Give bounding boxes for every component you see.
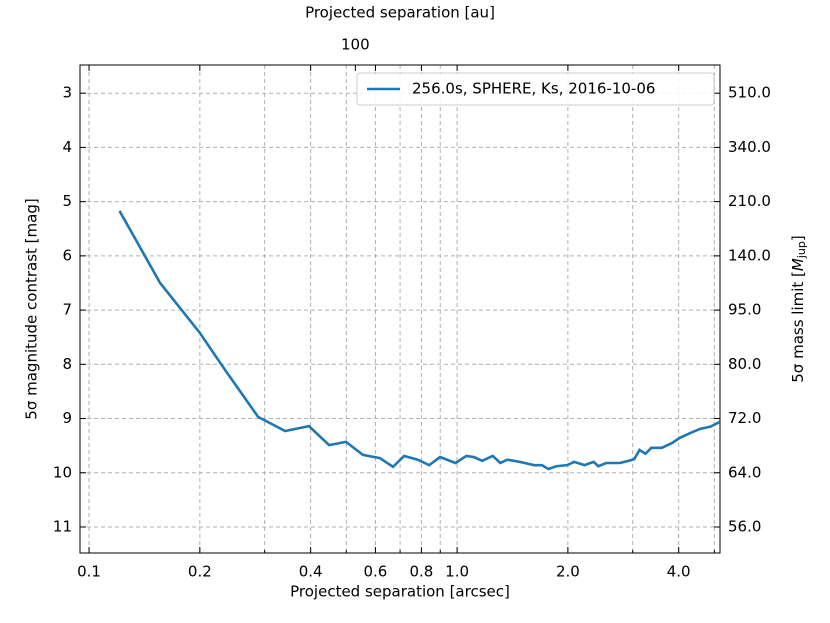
x-tick-label: 0.8 [409, 563, 433, 581]
x-tick-label: 0.6 [364, 563, 388, 581]
y2-label-text: 5σ mass limit [ [789, 271, 807, 383]
y2-tick-label: 140.0 [728, 246, 771, 264]
y2-tick-label: 510.0 [728, 84, 771, 102]
y-tick-label: 9 [62, 409, 72, 427]
y2-tick-label: 340.0 [728, 138, 771, 156]
y2-label-end: ] [789, 235, 807, 241]
y2-tick-label: 72.0 [728, 409, 761, 427]
legend-box [356, 72, 715, 106]
y-tick-label: 7 [62, 301, 72, 319]
y-tick-label: 6 [62, 246, 72, 264]
y-tick-label: 10 [53, 463, 72, 481]
y-tick-label: 4 [62, 138, 72, 156]
data-line [118, 210, 720, 471]
y2-tick-label: 64.0 [728, 463, 761, 481]
x-tick-label: 2.0 [556, 563, 580, 581]
y-axis-title: 5σ magnitude contrast [mag] [23, 198, 41, 419]
y-tick-label: 5 [62, 192, 72, 210]
x-tick-label: 0.1 [77, 563, 101, 581]
x-tick-label: 4.0 [667, 563, 691, 581]
y2-label-sub: jup [795, 241, 808, 259]
y2-tick-label: 210.0 [728, 192, 771, 210]
y2-tick-label: 56.0 [728, 517, 761, 535]
x-tick-label: 1.0 [445, 563, 469, 581]
legend-label: 256.0s, SPHERE, Ks, 2016-10-06 [412, 80, 655, 98]
y2-tick-label: 95.0 [728, 301, 761, 319]
x-axis-title: Projected separation [arcsec] [290, 583, 510, 601]
y-tick-label: 8 [62, 355, 72, 373]
x-tick-label: 0.2 [188, 563, 212, 581]
y2-tick-label: 80.0 [728, 355, 761, 373]
x-tick-label: 0.4 [299, 563, 323, 581]
x2-axis-title: Projected separation [au] [305, 4, 495, 22]
y2-label-symbol: M [789, 258, 807, 271]
y2-axis-title: 5σ mass limit [Mjup] [789, 235, 809, 382]
plot-frame [79, 64, 721, 554]
y-tick-label: 3 [62, 84, 72, 102]
y-tick-label: 11 [53, 517, 72, 535]
x2-tick-label: 100 [341, 36, 370, 54]
